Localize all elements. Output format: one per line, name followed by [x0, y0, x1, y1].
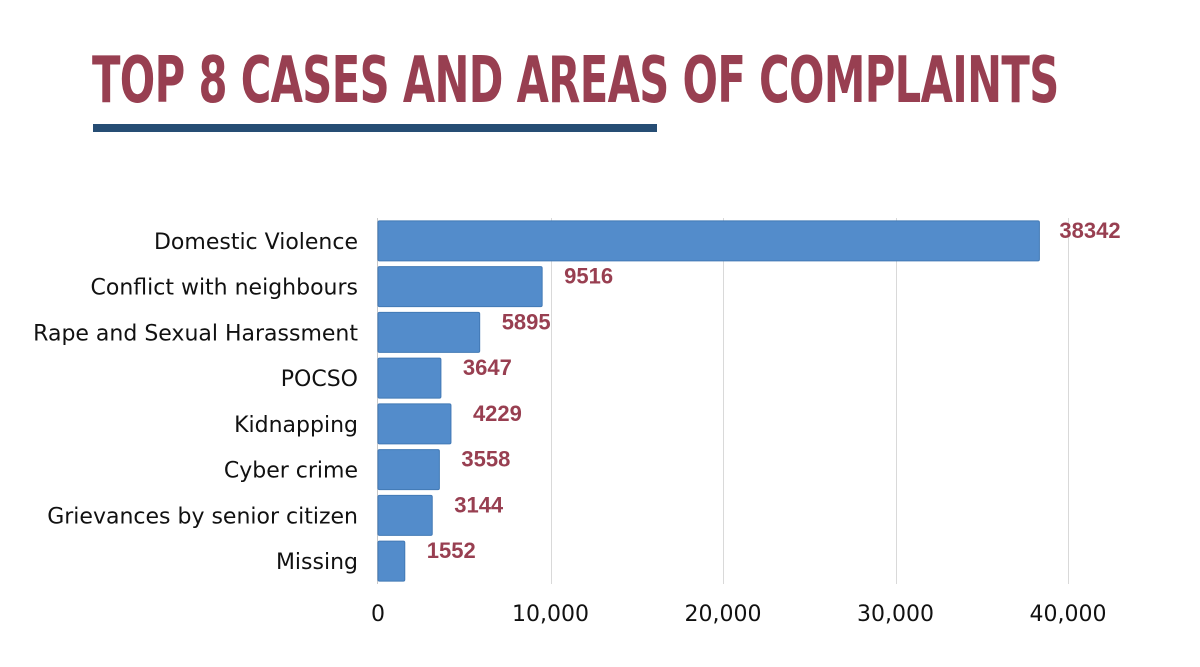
value-label: 5895 [502, 309, 551, 334]
category-label: Kidnapping [234, 413, 358, 438]
x-tick-label: 20,000 [685, 602, 762, 627]
bar [377, 540, 406, 582]
value-label: 1552 [427, 538, 476, 563]
category-label: Cyber crime [224, 459, 358, 484]
category-label: POCSO [281, 367, 358, 392]
category-label: Missing [276, 550, 358, 575]
x-tick-label: 0 [371, 602, 385, 627]
category-label: Conflict with neighbours [91, 276, 359, 301]
bar [377, 311, 481, 353]
x-tick-label: 30,000 [857, 602, 934, 627]
category-label: Rape and Sexual Harassment [33, 321, 358, 346]
chart-title: TOP 8 CASES AND AREAS OF COMPLAINTS [92, 44, 1059, 118]
value-label: 3558 [461, 447, 510, 472]
title-underline [93, 124, 657, 132]
bar [377, 266, 543, 308]
bar [377, 494, 433, 536]
bar [377, 357, 442, 399]
value-label: 4229 [473, 401, 522, 426]
value-label: 3647 [463, 355, 512, 380]
bar [377, 449, 440, 491]
category-label: Domestic Violence [154, 230, 358, 255]
value-label: 38342 [1059, 218, 1120, 243]
category-label: Grievances by senior citizen [47, 504, 358, 529]
x-tick-label: 10,000 [512, 602, 589, 627]
value-label: 3144 [454, 492, 504, 517]
bar [377, 220, 1040, 262]
value-label: 9516 [564, 264, 613, 289]
bar [377, 403, 452, 445]
x-tick-label: 40,000 [1030, 602, 1107, 627]
